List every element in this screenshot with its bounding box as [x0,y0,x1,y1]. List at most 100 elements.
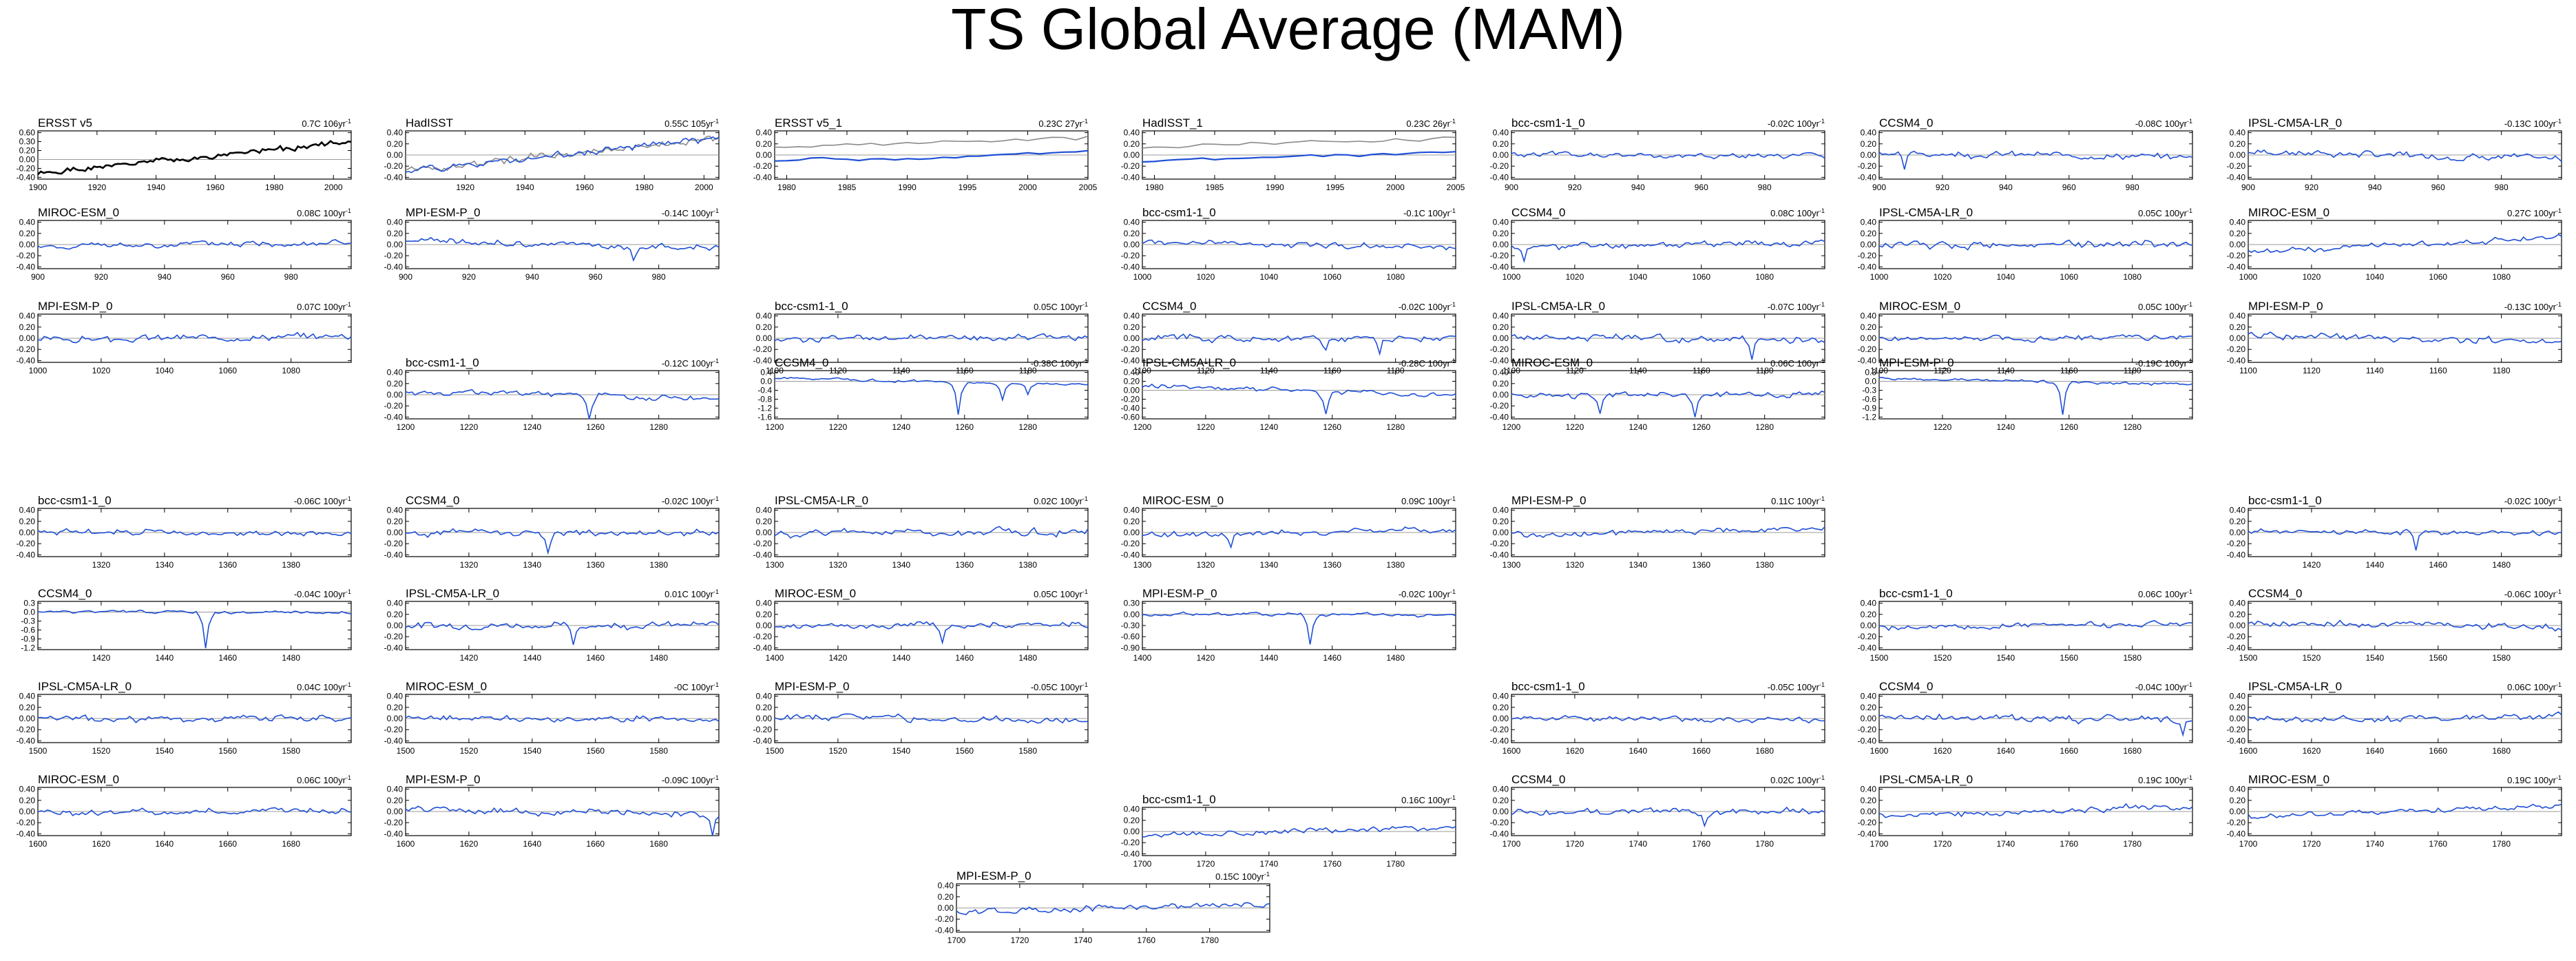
trend-exponent: -1 [346,681,351,688]
panel-title: IPSL-CM5A-LR_0 [1511,300,1605,313]
trend-exponent: -1 [2556,495,2562,502]
panel-trend: 0.27C 100yr-1 [2507,207,2562,218]
y-tick-label: -0.40 [1490,172,1509,182]
model-series-line [2248,331,2562,344]
x-tick-label: 1460 [218,653,237,663]
y-tick-label: -0.20 [1858,725,1877,734]
model-series-line [1511,150,1825,160]
y-tick-label: -0.40 [17,355,36,365]
x-tick-label: 1380 [1386,560,1405,570]
x-tick-label: 1985 [1206,183,1224,192]
y-tick-label: 0.40 [1493,218,1509,227]
x-tick-label: 1260 [586,422,605,432]
y-tick-label: 0.00 [2230,621,2246,630]
x-tick-label: 1060 [218,366,237,375]
y-tick-label: 0.40 [1493,128,1509,138]
panel-title: CCSM4_0 [1879,680,1933,693]
x-tick-label: 1640 [523,839,541,849]
x-tick-label: 1020 [92,366,111,375]
y-tick-label: 0.00 [1493,528,1509,537]
y-tick-label: 0.00 [387,240,404,249]
x-tick-label: 1680 [649,839,668,849]
y-tick-label: -0.40 [384,829,404,838]
model-series-line [1878,713,2193,737]
panel-title: MIROC-ESM_0 [406,680,487,693]
x-tick-label: 1900 [29,183,48,192]
y-tick-label: -0.20 [1858,344,1877,354]
x-tick-label: 1380 [649,560,668,570]
panel-title: IPSL-CM5A-LR_0 [38,680,132,693]
x-tick-label: 1580 [1018,746,1037,756]
y-tick-label: 0.40 [756,506,773,515]
y-tick-label: 0.40 [1493,506,1509,515]
x-tick-label: 1680 [1755,746,1774,756]
y-tick-label: -0.40 [1121,355,1140,365]
x-tick-label: 1940 [147,183,165,192]
y-tick-label: 0.40 [387,785,404,794]
panel-title: HadISST_1 [1142,116,1203,130]
panel-title: IPSL-CM5A-LR_0 [775,494,868,507]
y-tick-label: -0.40 [384,550,404,559]
x-tick-label: 1340 [1259,560,1278,570]
y-tick-label: -0.40 [2227,355,2246,365]
y-tick-label: 0.40 [2230,692,2246,701]
panel-trend: -0.02C 100yr-1 [1399,301,1456,312]
x-tick-label: 1620 [2303,746,2321,756]
y-tick-label: 0.40 [387,506,404,515]
panel-36: IPSL-CM5A-LR_0 0.04C 100yr-1 0.40 0.20 0.00 -… [17,680,352,756]
y-tick-label: 0.00 [1861,714,1877,723]
panel-title: MIROC-ESM_0 [1511,356,1593,369]
y-tick-label: 0.40 [1124,311,1140,321]
panel-title: MPI-ESM-P_0 [2248,300,2323,313]
x-tick-label: 1360 [1692,560,1710,570]
panel-title: IPSL-CM5A-LR_0 [406,587,499,600]
y-tick-label: -0.20 [1490,344,1509,354]
trend-exponent: -1 [1819,301,1825,308]
y-tick-label: 0.20 [387,517,404,526]
x-tick-label: 1580 [649,746,668,756]
y-tick-label: -0.20 [17,539,36,548]
x-tick-label: 1680 [2123,746,2142,756]
x-tick-label: 1460 [1323,653,1341,663]
y-tick-label: 0.40 [2230,128,2246,138]
panel-23: MPI-ESM-P_0 -0.19C 100yr-10.30.0-0.3-0.6-… [1862,356,2193,432]
x-tick-label: 1740 [2365,839,2384,849]
y-tick-label: -0.40 [2227,262,2246,271]
x-tick-label: 1600 [2239,746,2258,756]
x-tick-label: 1280 [1018,422,1037,432]
y-tick-label: 0.00 [19,714,36,723]
x-tick-label: 1720 [1011,936,1029,945]
x-tick-label: 1760 [2429,839,2447,849]
y-tick-label: 0.20 [756,322,773,332]
panel-frame [1142,370,1456,420]
trend-exponent: -1 [346,118,351,125]
x-tick-label: 1480 [649,653,668,663]
x-tick-label: 1280 [649,422,668,432]
trend-exponent: -1 [1450,588,1456,595]
x-tick-label: 1640 [1629,746,1647,756]
y-tick-label: 0.00 [1493,807,1509,816]
y-tick-label: 0.20 [2230,796,2246,805]
x-tick-label: 1980 [777,183,796,192]
y-tick-label: 0.20 [387,139,404,149]
x-tick-label: 1440 [1259,653,1278,663]
x-tick-label: 1760 [1692,839,1710,849]
y-tick-label: -0.20 [1858,161,1877,171]
x-tick-label: 1980 [1145,183,1164,192]
x-tick-label: 1000 [2239,272,2258,282]
model-series-line [37,331,352,344]
y-tick-label: -0.20 [2227,251,2246,260]
x-tick-label: 1060 [1323,272,1341,282]
x-tick-label: 1920 [87,183,106,192]
panel-title: CCSM4_0 [2248,587,2302,600]
y-tick-label: 0.40 [2230,218,2246,227]
panel-title: bcc-csm1-1_0 [1511,116,1585,130]
x-tick-label: 1600 [1502,746,1521,756]
panel-title: bcc-csm1-1_0 [1879,587,1953,600]
model-series-line [1878,376,2193,415]
x-tick-label: 1220 [460,422,479,432]
y-tick-label: -0.20 [2227,344,2246,354]
panel-title: MIROC-ESM_0 [1879,300,1960,313]
x-tick-label: 980 [284,272,298,282]
